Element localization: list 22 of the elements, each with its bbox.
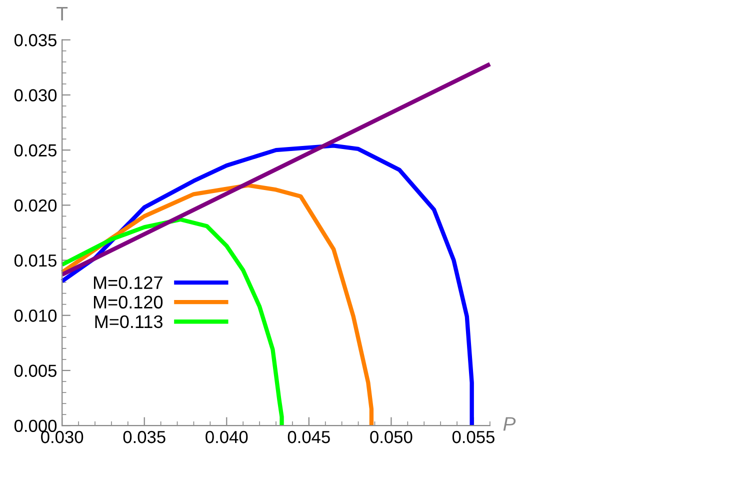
legend-label: M=0.120 bbox=[94, 296, 163, 309]
y-tick-label: 0.005 bbox=[14, 364, 56, 377]
x-tick-label: 0.035 bbox=[123, 430, 166, 444]
x-tick-label: 0.045 bbox=[288, 430, 330, 444]
y-axis-title: T bbox=[56, 7, 68, 20]
y-tick-label: 0.035 bbox=[14, 34, 56, 46]
x-tick-label: 0.050 bbox=[370, 430, 412, 444]
y-tick-label: 0.030 bbox=[14, 89, 57, 102]
x-tick-label: 0.030 bbox=[41, 430, 84, 444]
x-tick-label: 0.055 bbox=[452, 430, 494, 444]
y-tick-label: 0.020 bbox=[14, 199, 57, 212]
line-series bbox=[60, 144, 474, 428]
x-tick-label: 0.040 bbox=[206, 430, 248, 444]
x-axis-title: P bbox=[503, 417, 516, 431]
line-series bbox=[60, 217, 284, 428]
legend-label: M=0.127 bbox=[94, 276, 162, 290]
line-series bbox=[60, 183, 374, 428]
y-tick-label: 0.025 bbox=[14, 144, 56, 157]
y-tick-label: 0.000 bbox=[14, 420, 57, 432]
legend-label: M=0.113 bbox=[95, 315, 162, 328]
y-tick-label: 0.015 bbox=[14, 254, 56, 267]
y-tick-label: 0.010 bbox=[14, 310, 57, 322]
